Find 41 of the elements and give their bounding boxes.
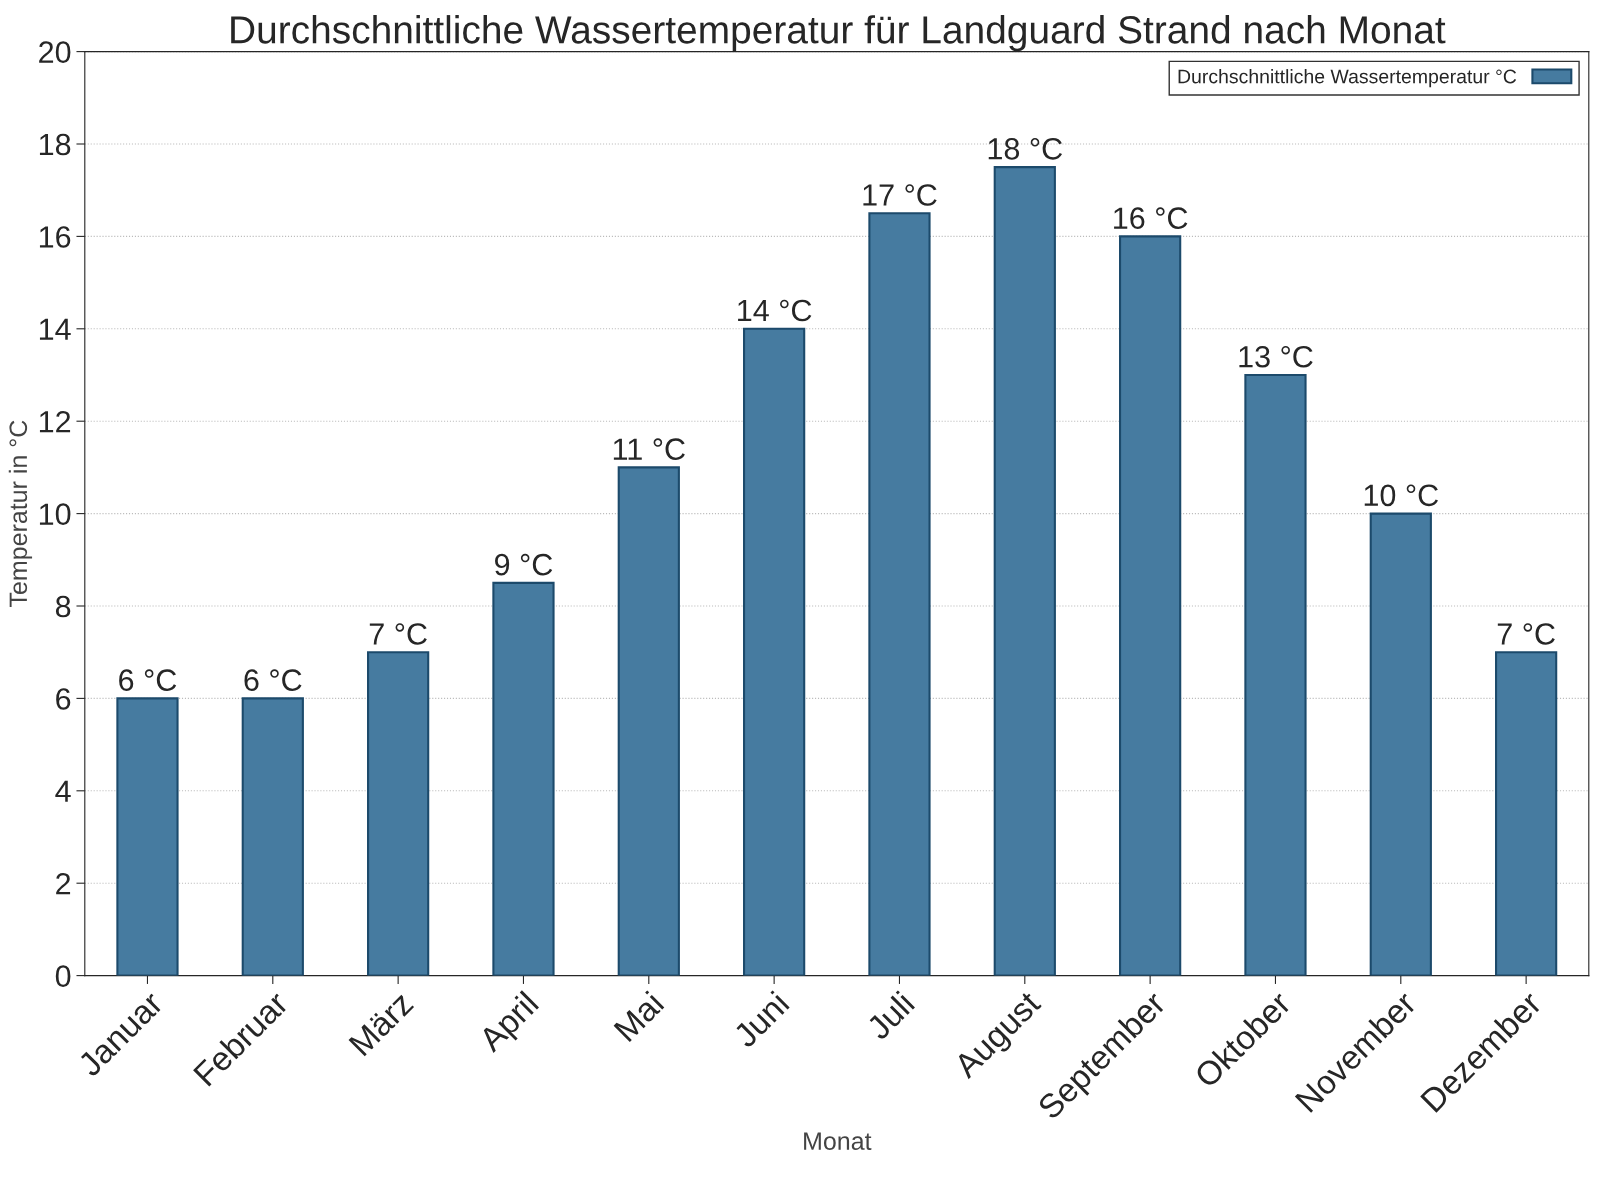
bar	[1495, 651, 1558, 976]
x-tick-label: Mai	[612, 990, 665, 1043]
y-tick-label: 0	[55, 965, 71, 987]
y-tick-label: 2	[56, 872, 71, 895]
data-label: 18 °C	[988, 138, 1063, 160]
bar	[743, 327, 806, 976]
x-tick-label: Juli	[864, 990, 916, 1042]
bar	[367, 651, 430, 976]
data-label: 14 °C	[738, 299, 812, 322]
data-label: 6 °C	[119, 669, 177, 691]
bar	[617, 466, 680, 976]
bar	[1119, 235, 1182, 976]
y-tick-label: 20	[39, 41, 71, 63]
y-tick-label: 18	[39, 133, 71, 156]
bar	[868, 212, 931, 976]
data-label: 17 °C	[863, 184, 937, 206]
bar	[492, 581, 555, 976]
data-label: 13 °C	[1239, 345, 1313, 368]
y-tick-label: 4	[55, 780, 71, 802]
data-label: 16 °C	[1114, 207, 1188, 229]
y-tick-label: 6	[56, 688, 71, 710]
bar	[993, 166, 1056, 976]
legend-label: Durchschnittliche Wassertemperatur °C	[1178, 69, 1517, 88]
data-label: 6 °C	[244, 669, 302, 691]
data-label: 7 °C	[369, 623, 427, 645]
x-axis-title: Monat	[804, 1132, 872, 1150]
chart-title: Durchschnittliche Wassertemperatur für Landguard Strand nach Monat	[231, 15, 1446, 52]
bar	[1369, 512, 1432, 976]
bar	[241, 697, 304, 976]
bar	[1244, 373, 1307, 976]
data-label: 7 °C	[1497, 623, 1555, 645]
y-tick-label: 12	[39, 410, 71, 433]
y-axis-title: Temperatur in °C	[8, 420, 33, 607]
y-tick-label: 10	[39, 503, 71, 525]
y-tick-label: 8	[55, 595, 71, 618]
y-tick-label: 14	[39, 318, 71, 340]
y-tick-label: 16	[39, 226, 71, 248]
data-label: 10 °C	[1364, 484, 1439, 507]
data-label: 9 °C	[495, 553, 553, 576]
bar	[116, 697, 179, 976]
data-label: 11 °C	[613, 438, 685, 460]
